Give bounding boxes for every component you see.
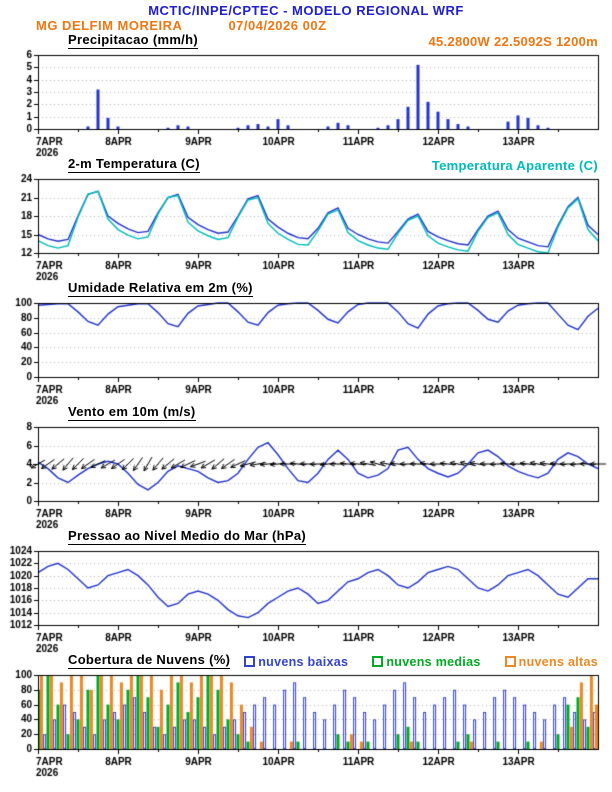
panel-precipitation-title-row: Precipitacao (mm/h) 45.2800W 22.5092S 12… [0,32,612,49]
apparent-temperature-label: Temperatura Aparente (C) [431,158,598,173]
panel-wind-title-row: Vento em 10m (m/s) [0,404,612,421]
header: MCTIC/INPE/CPTEC - MODELO REGIONAL WRF M… [0,0,612,33]
cloud-cover-chart [0,669,612,777]
panel-precipitation: Precipitacao (mm/h) 45.2800W 22.5092S 12… [0,32,612,157]
legend-label-mid-clouds: nuvens medias [386,655,481,669]
panel-temperature-title-row: 2-m Temperatura (C) Temperatura Aparente… [0,156,612,173]
temperature-chart [0,173,612,281]
panel-humidity-title-row: Umidade Relativa em 2m (%) [0,280,612,297]
cloud-legend: nuvens baixas nuvens medias nuvens altas [244,655,598,669]
precipitation-chart [0,49,612,157]
panel-temperature: 2-m Temperatura (C) Temperatura Aparente… [0,156,612,281]
humidity-chart [0,297,612,405]
mid-clouds-swatch-icon [372,656,384,667]
panel-title-cloud-cover: Cobertura de Nuvens (%) [68,652,231,669]
panel-title-precipitation: Precipitacao (mm/h) [68,32,198,49]
panel-cloud-cover-title-row: Cobertura de Nuvens (%) nuvens baixas nu… [0,652,612,669]
low-clouds-swatch-icon [244,656,256,667]
panel-cloud-cover: Cobertura de Nuvens (%) nuvens baixas nu… [0,652,612,777]
panel-pressure-title-row: Pressao ao Nivel Medio do Mar (hPa) [0,528,612,545]
run-datetime: 07/04/2026 00Z [228,18,327,33]
panel-humidity: Umidade Relativa em 2m (%) [0,280,612,405]
panel-title-pressure: Pressao ao Nivel Medio do Mar (hPa) [68,528,307,545]
model-title: MCTIC/INPE/CPTEC - MODELO REGIONAL WRF [148,3,464,18]
legend-item-high-clouds: nuvens altas [504,655,598,669]
legend-item-mid-clouds: nuvens medias [372,655,480,669]
pressure-chart [0,545,612,653]
legend-label-high-clouds: nuvens altas [518,655,598,669]
legend-label-low-clouds: nuvens baixas [258,655,349,669]
legend-item-low-clouds: nuvens baixas [244,655,348,669]
panel-title-temperature: 2-m Temperatura (C) [68,156,200,173]
panel-wind: Vento em 10m (m/s) [0,404,612,529]
high-clouds-swatch-icon [504,656,516,667]
station-coordinates: 45.2800W 22.5092S 1200m [428,34,598,49]
panel-title-humidity: Umidade Relativa em 2m (%) [68,280,253,297]
header-subtitle-row: MG DELFIM MOREIRA 07/04/2026 00Z [0,18,612,33]
panel-pressure: Pressao ao Nivel Medio do Mar (hPa) [0,528,612,653]
wind-chart [0,421,612,529]
panel-title-wind: Vento em 10m (m/s) [68,404,196,421]
station-name: MG DELFIM MOREIRA [36,18,183,33]
